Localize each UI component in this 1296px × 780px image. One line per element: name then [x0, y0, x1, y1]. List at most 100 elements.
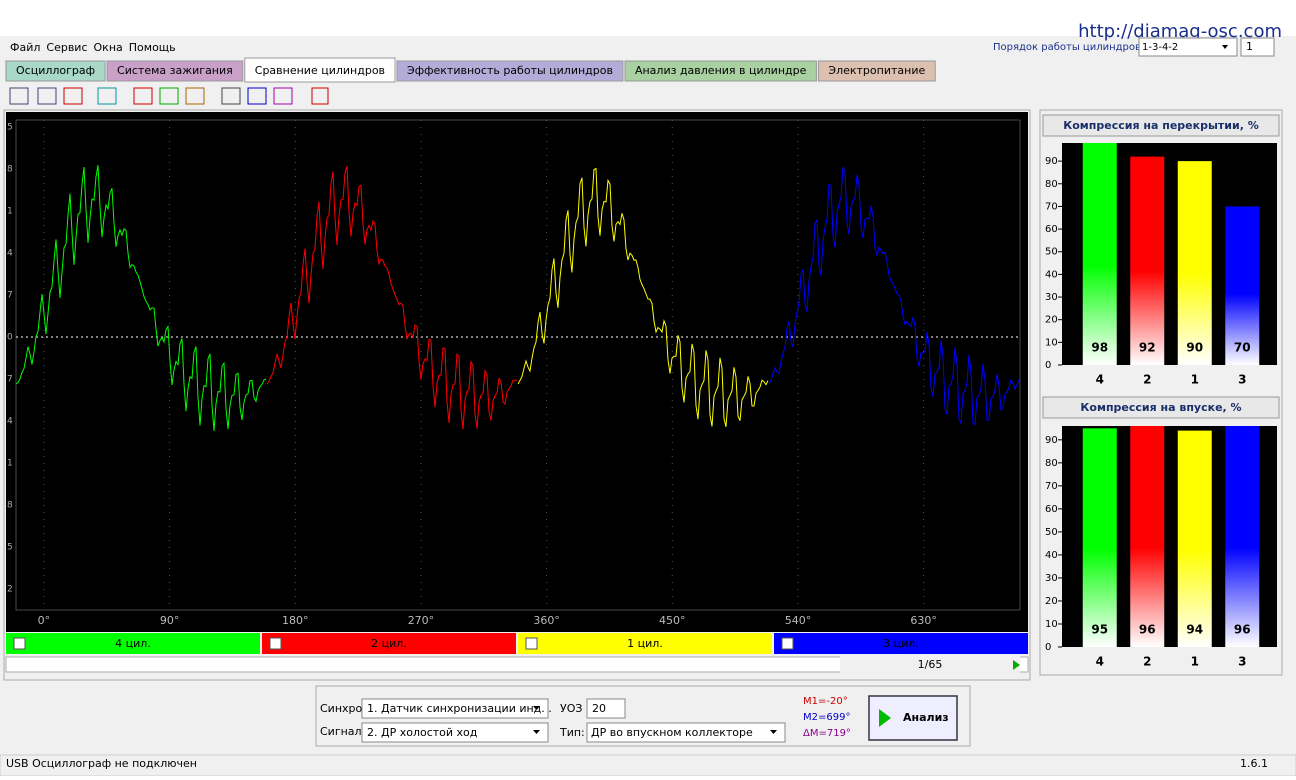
page-counter: 1/65 — [918, 658, 943, 671]
y-tick-label: 40 — [1045, 269, 1058, 280]
menu-item[interactable]: Помощь — [129, 41, 176, 54]
tab[interactable] — [624, 60, 817, 82]
channel-bar[interactable] — [518, 633, 772, 654]
y-tick-label: 50 — [1045, 247, 1058, 258]
bar — [1082, 428, 1117, 647]
bar — [1130, 156, 1165, 365]
bar-value: 92 — [1139, 341, 1156, 355]
order-combo[interactable] — [1138, 37, 1238, 57]
x-tick-label: 1 — [1191, 655, 1199, 669]
x-tick-label: 1 — [1191, 373, 1199, 387]
x-tick-label: 3 — [1238, 655, 1246, 669]
uoz-spin[interactable] — [586, 698, 626, 719]
osc-x-label: 540° — [785, 614, 812, 627]
status-text: USB Осциллограф не подключен — [6, 757, 197, 770]
osc-x-label: 0° — [38, 614, 51, 627]
channel-bar[interactable] — [774, 633, 1028, 654]
signal-combo[interactable] — [361, 722, 549, 743]
y-tick-label: 30 — [1045, 573, 1058, 584]
analyze-label: Анализ — [903, 711, 949, 724]
bar-value: 96 — [1234, 623, 1251, 637]
y-tick-label: 70 — [1045, 481, 1058, 492]
y-tick-label: 0 — [1045, 360, 1051, 371]
order-value: 1-3-4-2 — [1142, 42, 1178, 53]
osc-y-label: 1 — [7, 207, 13, 217]
tab[interactable] — [106, 60, 244, 82]
bar-value: 94 — [1186, 623, 1203, 637]
channel-checkbox[interactable] — [269, 637, 282, 650]
chart-title: Компрессия на впуске, % — [1080, 401, 1241, 414]
osc-x-label: 630° — [910, 614, 937, 627]
version: 1.6.1 — [1240, 757, 1268, 770]
analyze-icon — [879, 709, 891, 727]
tab[interactable] — [396, 60, 624, 82]
bar-value: 70 — [1234, 341, 1251, 355]
waveform — [517, 167, 769, 428]
osc-y-label: 5 — [7, 123, 13, 133]
menu-item[interactable]: Сервис — [46, 41, 87, 54]
type-value: ДР во впускном коллекторе — [591, 726, 753, 739]
osc-y-label: 4 — [7, 417, 13, 427]
osc-frame — [15, 119, 1021, 611]
y-tick-label: 50 — [1045, 527, 1058, 538]
osc-x-label: 360° — [533, 614, 560, 627]
waveform — [15, 165, 267, 431]
toolbar-icons — [9, 87, 329, 105]
tab[interactable] — [817, 60, 936, 82]
signal-value: 2. ДР холостой ход — [367, 726, 478, 739]
bar — [1225, 426, 1260, 647]
tab[interactable] — [5, 60, 106, 82]
scrollbar[interactable] — [5, 656, 1029, 673]
order-spin-value: 1 — [1246, 40, 1253, 53]
tab[interactable] — [244, 57, 396, 83]
sync-combo[interactable] — [361, 698, 549, 719]
y-tick-label: 80 — [1045, 179, 1058, 190]
uoz-label: УОЗ — [560, 702, 582, 715]
osc-y-label: 4 — [7, 249, 13, 259]
y-tick-label: 30 — [1045, 292, 1058, 303]
y-tick-label: 90 — [1045, 435, 1058, 446]
uoz-value: 20 — [592, 702, 606, 715]
bar — [1225, 206, 1260, 365]
y-tick-label: 20 — [1045, 315, 1058, 326]
bar — [1082, 143, 1117, 365]
menu-item[interactable]: Окна — [94, 41, 123, 54]
bar — [1177, 161, 1212, 365]
bar-value: 90 — [1186, 341, 1203, 355]
tab-label: Электропитание — [828, 64, 925, 77]
y-tick-label: 20 — [1045, 596, 1058, 607]
bar-value: 96 — [1139, 623, 1156, 637]
x-tick-label: 4 — [1096, 655, 1104, 669]
menu-item[interactable]: Файл — [10, 41, 40, 54]
page-nav[interactable] — [840, 656, 1020, 673]
osc-y-label: 2 — [7, 585, 13, 595]
combo-arrow — [1222, 45, 1228, 49]
order-spin[interactable] — [1240, 37, 1275, 57]
tab-label: Система зажигания — [117, 64, 233, 77]
channel-checkbox[interactable] — [13, 637, 26, 650]
y-tick-label: 60 — [1045, 504, 1058, 515]
tab-label: Эффективность работы цилиндров — [407, 64, 613, 77]
osc-x-label: 450° — [659, 614, 686, 627]
marker-2: M2=699° — [803, 712, 850, 723]
bar — [1177, 430, 1212, 647]
osc-x-label: 90° — [160, 614, 180, 627]
channel-checkbox[interactable] — [781, 637, 794, 650]
tab-label: Сравнение цилиндров — [255, 64, 385, 77]
osc-y-label: 0 — [7, 333, 13, 343]
play-button[interactable] — [1013, 660, 1020, 670]
waveform — [768, 166, 1020, 426]
osc-y-label: 7 — [7, 291, 13, 301]
channel-checkbox[interactable] — [525, 637, 538, 650]
chart-title-box — [1042, 114, 1280, 137]
tab-label: Анализ давления в цилиндре — [635, 64, 807, 77]
osc-plot — [6, 112, 1028, 632]
url[interactable]: http://diamag-osc.com — [1078, 21, 1282, 42]
type-combo[interactable] — [586, 722, 786, 743]
channel-bar[interactable] — [262, 633, 516, 654]
y-tick-label: 40 — [1045, 550, 1058, 561]
channel-label: 3 цил. — [883, 637, 919, 650]
channel-bar[interactable] — [6, 633, 260, 654]
bar — [1130, 426, 1165, 647]
y-tick-label: 0 — [1045, 642, 1051, 653]
